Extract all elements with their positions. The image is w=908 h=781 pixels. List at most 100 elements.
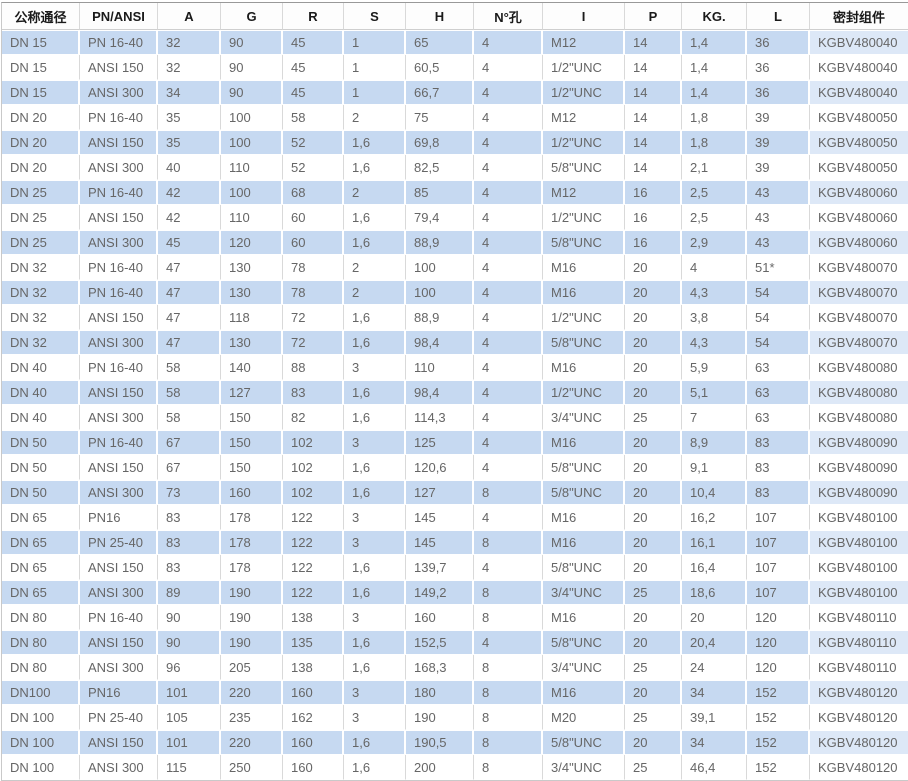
cell: DN 15 xyxy=(2,30,80,55)
cell: 25 xyxy=(625,580,682,605)
cell: 152 xyxy=(747,680,810,705)
cell: KGBV480080 xyxy=(810,380,908,405)
cell: DN 15 xyxy=(2,55,80,80)
cell: 4 xyxy=(474,30,543,55)
cell: PN 16-40 xyxy=(80,30,158,55)
cell: 88,9 xyxy=(406,230,474,255)
cell: 47 xyxy=(158,255,221,280)
cell: 52 xyxy=(283,130,344,155)
cell: 5,9 xyxy=(682,355,747,380)
cell: 1,4 xyxy=(682,55,747,80)
cell: ANSI 150 xyxy=(80,380,158,405)
cell: 1,6 xyxy=(344,730,406,755)
table-row: DN 40 ANSI 150 58 127 83 1,6 98,4 4 1/2"UNC 20 5,1… xyxy=(2,380,908,405)
cell: 88,9 xyxy=(406,305,474,330)
table-row: DN 80 ANSI 150 90 190 135 1,6 152,5 4 5/8"UNC 20 2… xyxy=(2,630,908,655)
cell: 35 xyxy=(158,130,221,155)
cell: 82,5 xyxy=(406,155,474,180)
cell: 1 xyxy=(344,30,406,55)
table-row: DN 50 PN 16-40 67 150 102 3 125 4 M16 20 8,9 83 KGBV… xyxy=(2,430,908,455)
table-row: DN 32 PN 16-40 47 130 78 2 100 4 M16 20 4,3 54 KGBV4… xyxy=(2,280,908,305)
cell: 90 xyxy=(158,630,221,655)
cell: 1 xyxy=(344,55,406,80)
cell: 105 xyxy=(158,705,221,730)
table-row: DN 80 PN 16-40 90 190 138 3 160 8 M16 20 20 120 KGBV… xyxy=(2,605,908,630)
table-row: DN 100 ANSI 300 115 250 160 1,6 200 8 3/4"UNC 25 4… xyxy=(2,755,908,780)
cell: 110 xyxy=(221,205,283,230)
cell: 10,4 xyxy=(682,480,747,505)
cell: 54 xyxy=(747,305,810,330)
cell: 152,5 xyxy=(406,630,474,655)
cell: 3 xyxy=(344,355,406,380)
cell: M16 xyxy=(543,605,625,630)
cell: 20 xyxy=(625,380,682,405)
table-row: DN 100 PN 25-40 105 235 162 3 190 8 M20 25 39,1 152… xyxy=(2,705,908,730)
cell: ANSI 150 xyxy=(80,455,158,480)
cell: DN 65 xyxy=(2,505,80,530)
cell: 14 xyxy=(625,55,682,80)
table-row: DN 50 ANSI 300 73 160 102 1,6 127 8 5/8"UNC 20 10,… xyxy=(2,480,908,505)
cell: 138 xyxy=(283,655,344,680)
cell: 8 xyxy=(474,730,543,755)
cell: 1,6 xyxy=(344,655,406,680)
cell: 52 xyxy=(283,155,344,180)
cell: 150 xyxy=(221,405,283,430)
cell: 90 xyxy=(221,30,283,55)
cell: KGBV480070 xyxy=(810,255,908,280)
cell: 145 xyxy=(406,530,474,555)
cell: 90 xyxy=(221,80,283,105)
cell: 67 xyxy=(158,455,221,480)
cell: 34 xyxy=(682,730,747,755)
cell: 1,6 xyxy=(344,330,406,355)
cell: 35 xyxy=(158,105,221,130)
cell: DN 65 xyxy=(2,555,80,580)
cell: KGBV480100 xyxy=(810,555,908,580)
cell: 4 xyxy=(474,80,543,105)
cell: 4 xyxy=(474,305,543,330)
cell: DN 50 xyxy=(2,455,80,480)
cell: 2,1 xyxy=(682,155,747,180)
cell: PN 16-40 xyxy=(80,280,158,305)
cell: 160 xyxy=(283,680,344,705)
cell: KGBV480060 xyxy=(810,180,908,205)
cell: 39 xyxy=(747,155,810,180)
cell: M16 xyxy=(543,530,625,555)
cell: PN 16-40 xyxy=(80,355,158,380)
cell: ANSI 300 xyxy=(80,480,158,505)
table-row: DN 40 PN 16-40 58 140 88 3 110 4 M16 20 5,9 63 KGBV4… xyxy=(2,355,908,380)
cell: DN 20 xyxy=(2,105,80,130)
cell: KGBV480040 xyxy=(810,80,908,105)
cell: 101 xyxy=(158,730,221,755)
cell: KGBV480120 xyxy=(810,705,908,730)
cell: 145 xyxy=(406,505,474,530)
cell: 14 xyxy=(625,130,682,155)
table-row: DN 65 PN 25-40 83 178 122 3 145 8 M16 20 16,1 107 KG… xyxy=(2,530,908,555)
table-row: DN 80 ANSI 300 96 205 138 1,6 168,3 8 3/4"UNC 25 2… xyxy=(2,655,908,680)
cell: 140 xyxy=(221,355,283,380)
cell: 4 xyxy=(474,455,543,480)
cell: 8 xyxy=(474,705,543,730)
cell: 66,7 xyxy=(406,80,474,105)
cell: 8 xyxy=(474,605,543,630)
cell: PN 25-40 xyxy=(80,530,158,555)
cell: 122 xyxy=(283,555,344,580)
cell: 118 xyxy=(221,305,283,330)
cell: 149,2 xyxy=(406,580,474,605)
cell: 83 xyxy=(158,530,221,555)
cell: DN 40 xyxy=(2,355,80,380)
cell: DN 20 xyxy=(2,130,80,155)
cell: 8 xyxy=(474,530,543,555)
cell: 7 xyxy=(682,405,747,430)
cell: DN 20 xyxy=(2,155,80,180)
cell: 5/8"UNC xyxy=(543,155,625,180)
cell: 4 xyxy=(474,280,543,305)
cell: 1/2"UNC xyxy=(543,80,625,105)
cell: 4 xyxy=(474,155,543,180)
cell: 4 xyxy=(474,630,543,655)
cell: 89 xyxy=(158,580,221,605)
cell: M12 xyxy=(543,180,625,205)
cell: 51* xyxy=(747,255,810,280)
cell: 5/8"UNC xyxy=(543,330,625,355)
cell: 65 xyxy=(406,30,474,55)
